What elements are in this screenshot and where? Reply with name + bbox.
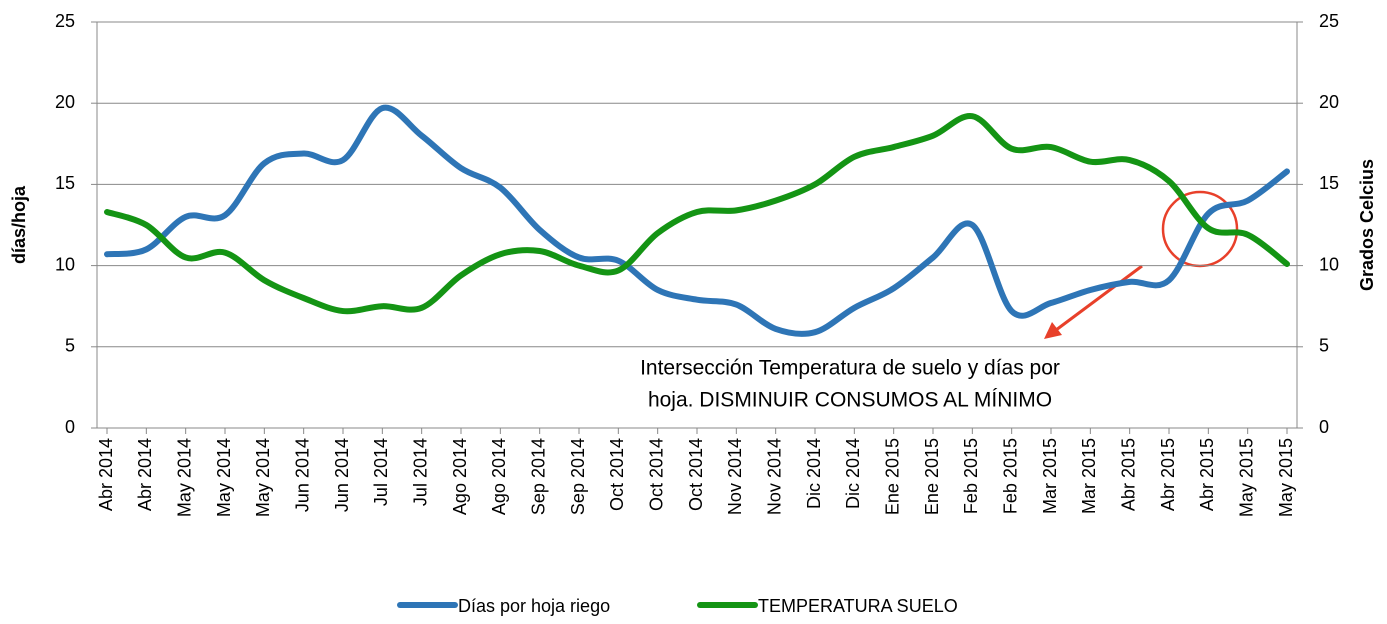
y-axis-title: días/hoja (9, 185, 29, 264)
arrow (1051, 264, 1143, 335)
x-tick-label: Feb 2015 (1000, 438, 1020, 514)
y2-tick-label: 5 (1319, 336, 1329, 356)
x-tick-label: Oct 2014 (646, 438, 666, 511)
y2-tick-label: 0 (1319, 417, 1329, 437)
x-tick-label: Abr 2015 (1158, 438, 1178, 511)
y2-tick-label: 20 (1319, 92, 1339, 112)
legend-label: Días por hoja riego (458, 596, 610, 616)
x-tick-label: Ago 2014 (489, 438, 509, 515)
x-tick-label: Oct 2014 (686, 438, 706, 511)
x-tick-label: Jul 2014 (371, 438, 391, 506)
x-tick-label: Ago 2014 (450, 438, 470, 515)
y-tick-label: 0 (65, 417, 75, 437)
x-tick-label: Mar 2015 (1079, 438, 1099, 514)
legend-label: TEMPERATURA SUELO (758, 596, 958, 616)
x-tick-label: Dic 2014 (843, 438, 863, 509)
x-tick-label: Jul 2014 (410, 438, 430, 506)
x-tick-label: Abr 2015 (1197, 438, 1217, 511)
x-tick-label: Dic 2014 (804, 438, 824, 509)
x-tick-label: May 2014 (214, 438, 234, 517)
x-tick-label: Nov 2014 (764, 438, 784, 515)
series-line (104, 113, 1290, 315)
x-tick-label: Oct 2014 (607, 438, 627, 511)
x-tick-label: Ene 2015 (922, 438, 942, 515)
y-tick-label: 20 (55, 92, 75, 112)
x-tick-label: Sep 2014 (568, 438, 588, 515)
x-tick-label: Nov 2014 (725, 438, 745, 515)
y-tick-label: 15 (55, 173, 75, 193)
series-line (104, 104, 1290, 337)
annotation: Intersección Temperatura de suelo y días… (640, 357, 1060, 380)
x-tick-label: Feb 2015 (961, 438, 981, 514)
y-tick-label: 25 (55, 11, 75, 31)
x-tick-label: Abr 2014 (96, 438, 116, 511)
y2-axis-title: Grados Celcius (1357, 159, 1377, 291)
x-tick-label: Ene 2015 (882, 438, 902, 515)
x-tick-label: May 2015 (1236, 438, 1256, 517)
y2-tick-label: 15 (1319, 173, 1339, 193)
y2-tick-label: 25 (1319, 11, 1339, 31)
y-tick-label: 10 (55, 254, 75, 274)
y-tick-label: 5 (65, 336, 75, 356)
x-tick-label: Mar 2015 (1040, 438, 1060, 514)
x-tick-label: Jun 2014 (332, 438, 352, 512)
x-tick-label: Abr 2015 (1118, 438, 1138, 511)
x-tick-label: Sep 2014 (528, 438, 548, 515)
arrow-head (1044, 322, 1062, 339)
y2-tick-label: 10 (1319, 254, 1339, 274)
annotation: hoja. DISMINUIR CONSUMOS AL MÍNIMO (648, 389, 1052, 412)
x-tick-label: Abr 2014 (135, 438, 155, 511)
x-tick-label: Jun 2014 (292, 438, 312, 512)
x-tick-label: May 2014 (253, 438, 273, 517)
x-tick-label: May 2015 (1276, 438, 1296, 517)
x-tick-label: May 2014 (174, 438, 194, 517)
